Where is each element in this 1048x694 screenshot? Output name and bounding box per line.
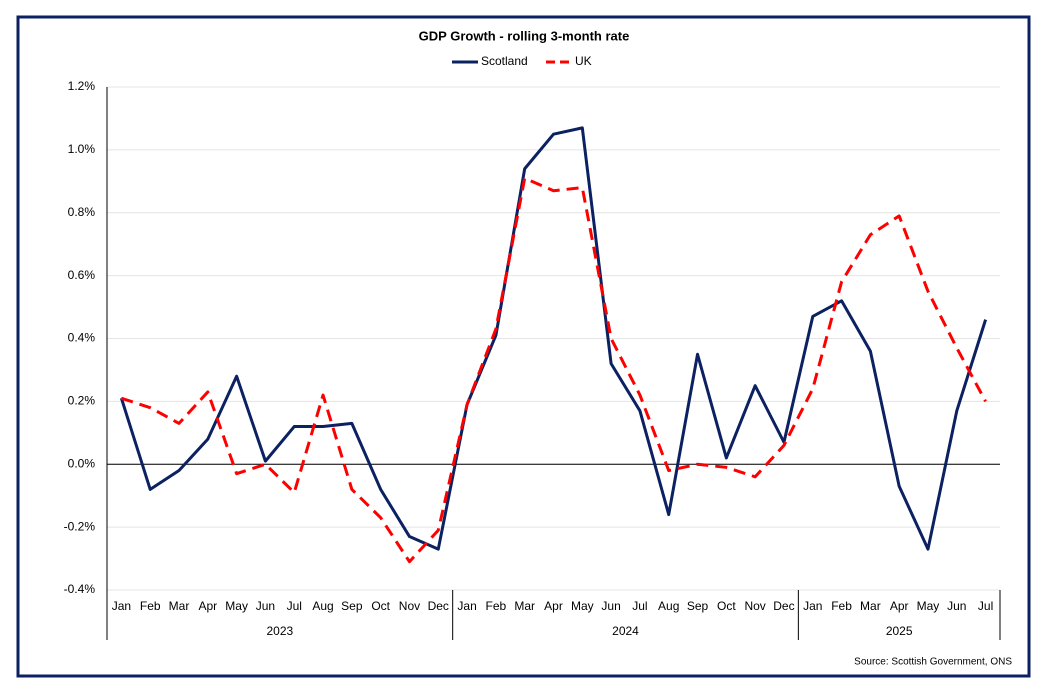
x-tick-label: Feb (486, 599, 507, 613)
source-note: Source: Scottish Government, ONS (854, 657, 1012, 668)
x-tick-label: Dec (773, 599, 794, 613)
x-tick-label: Jan (803, 599, 822, 613)
x-tick-label: Jun (947, 599, 966, 613)
x-tick-label: Mar (169, 599, 190, 613)
x-tick-label: Feb (140, 599, 161, 613)
line-series (120, 176, 987, 564)
x-tick-label: Oct (717, 599, 736, 613)
x-tick-label: Aug (312, 599, 333, 613)
x-tick-label: Sep (687, 599, 709, 613)
x-tick-label: Jul (978, 599, 993, 613)
x-tick-label: May (225, 599, 248, 613)
x-tick-label: Feb (831, 599, 852, 613)
x-tick-label: Jun (601, 599, 620, 613)
x-tick-label: Oct (371, 599, 390, 613)
y-tick-label: 0.8% (68, 205, 96, 219)
x-tick-label: Jan (457, 599, 476, 613)
x-tick-label: Aug (658, 599, 679, 613)
x-tick-label: Jul (632, 599, 647, 613)
chart-title: GDP Growth - rolling 3-month rate (419, 28, 630, 43)
x-tick-label: May (917, 599, 940, 613)
x-tick-label: Apr (544, 599, 563, 613)
x-tick-label: Apr (198, 599, 217, 613)
y-tick-label: 0.0% (68, 456, 96, 470)
y-tick-label: -0.4% (64, 582, 96, 596)
x-tick-label: Apr (890, 599, 909, 613)
x-tick-label: Dec (428, 599, 449, 613)
frame (16, 15, 1031, 678)
line-series (119, 126, 988, 551)
x-tick-label: Jul (287, 599, 302, 613)
x-tick-label: Mar (860, 599, 881, 613)
legend-label: Scotland (481, 54, 528, 68)
y-tick-label: 0.6% (68, 268, 96, 282)
x-tick-label: Nov (744, 599, 765, 613)
x-tick-label: May (571, 599, 594, 613)
y-tick-label: 0.4% (68, 331, 96, 345)
x-group-label: 2025 (886, 624, 913, 638)
x-group-label: 2023 (266, 624, 293, 638)
x-tick-label: Nov (399, 599, 420, 613)
legend-label: UK (575, 54, 592, 68)
y-tick-label: 1.0% (68, 142, 96, 156)
y-tick-label: 1.2% (68, 79, 96, 93)
y-tick-label: -0.2% (64, 519, 96, 533)
x-tick-label: Jun (256, 599, 275, 613)
x-group-label: 2024 (612, 624, 639, 638)
x-tick-label: Jan (112, 599, 131, 613)
x-tick-label: Mar (514, 599, 535, 613)
x-tick-label: Sep (341, 599, 363, 613)
y-tick-label: 0.2% (68, 394, 96, 408)
